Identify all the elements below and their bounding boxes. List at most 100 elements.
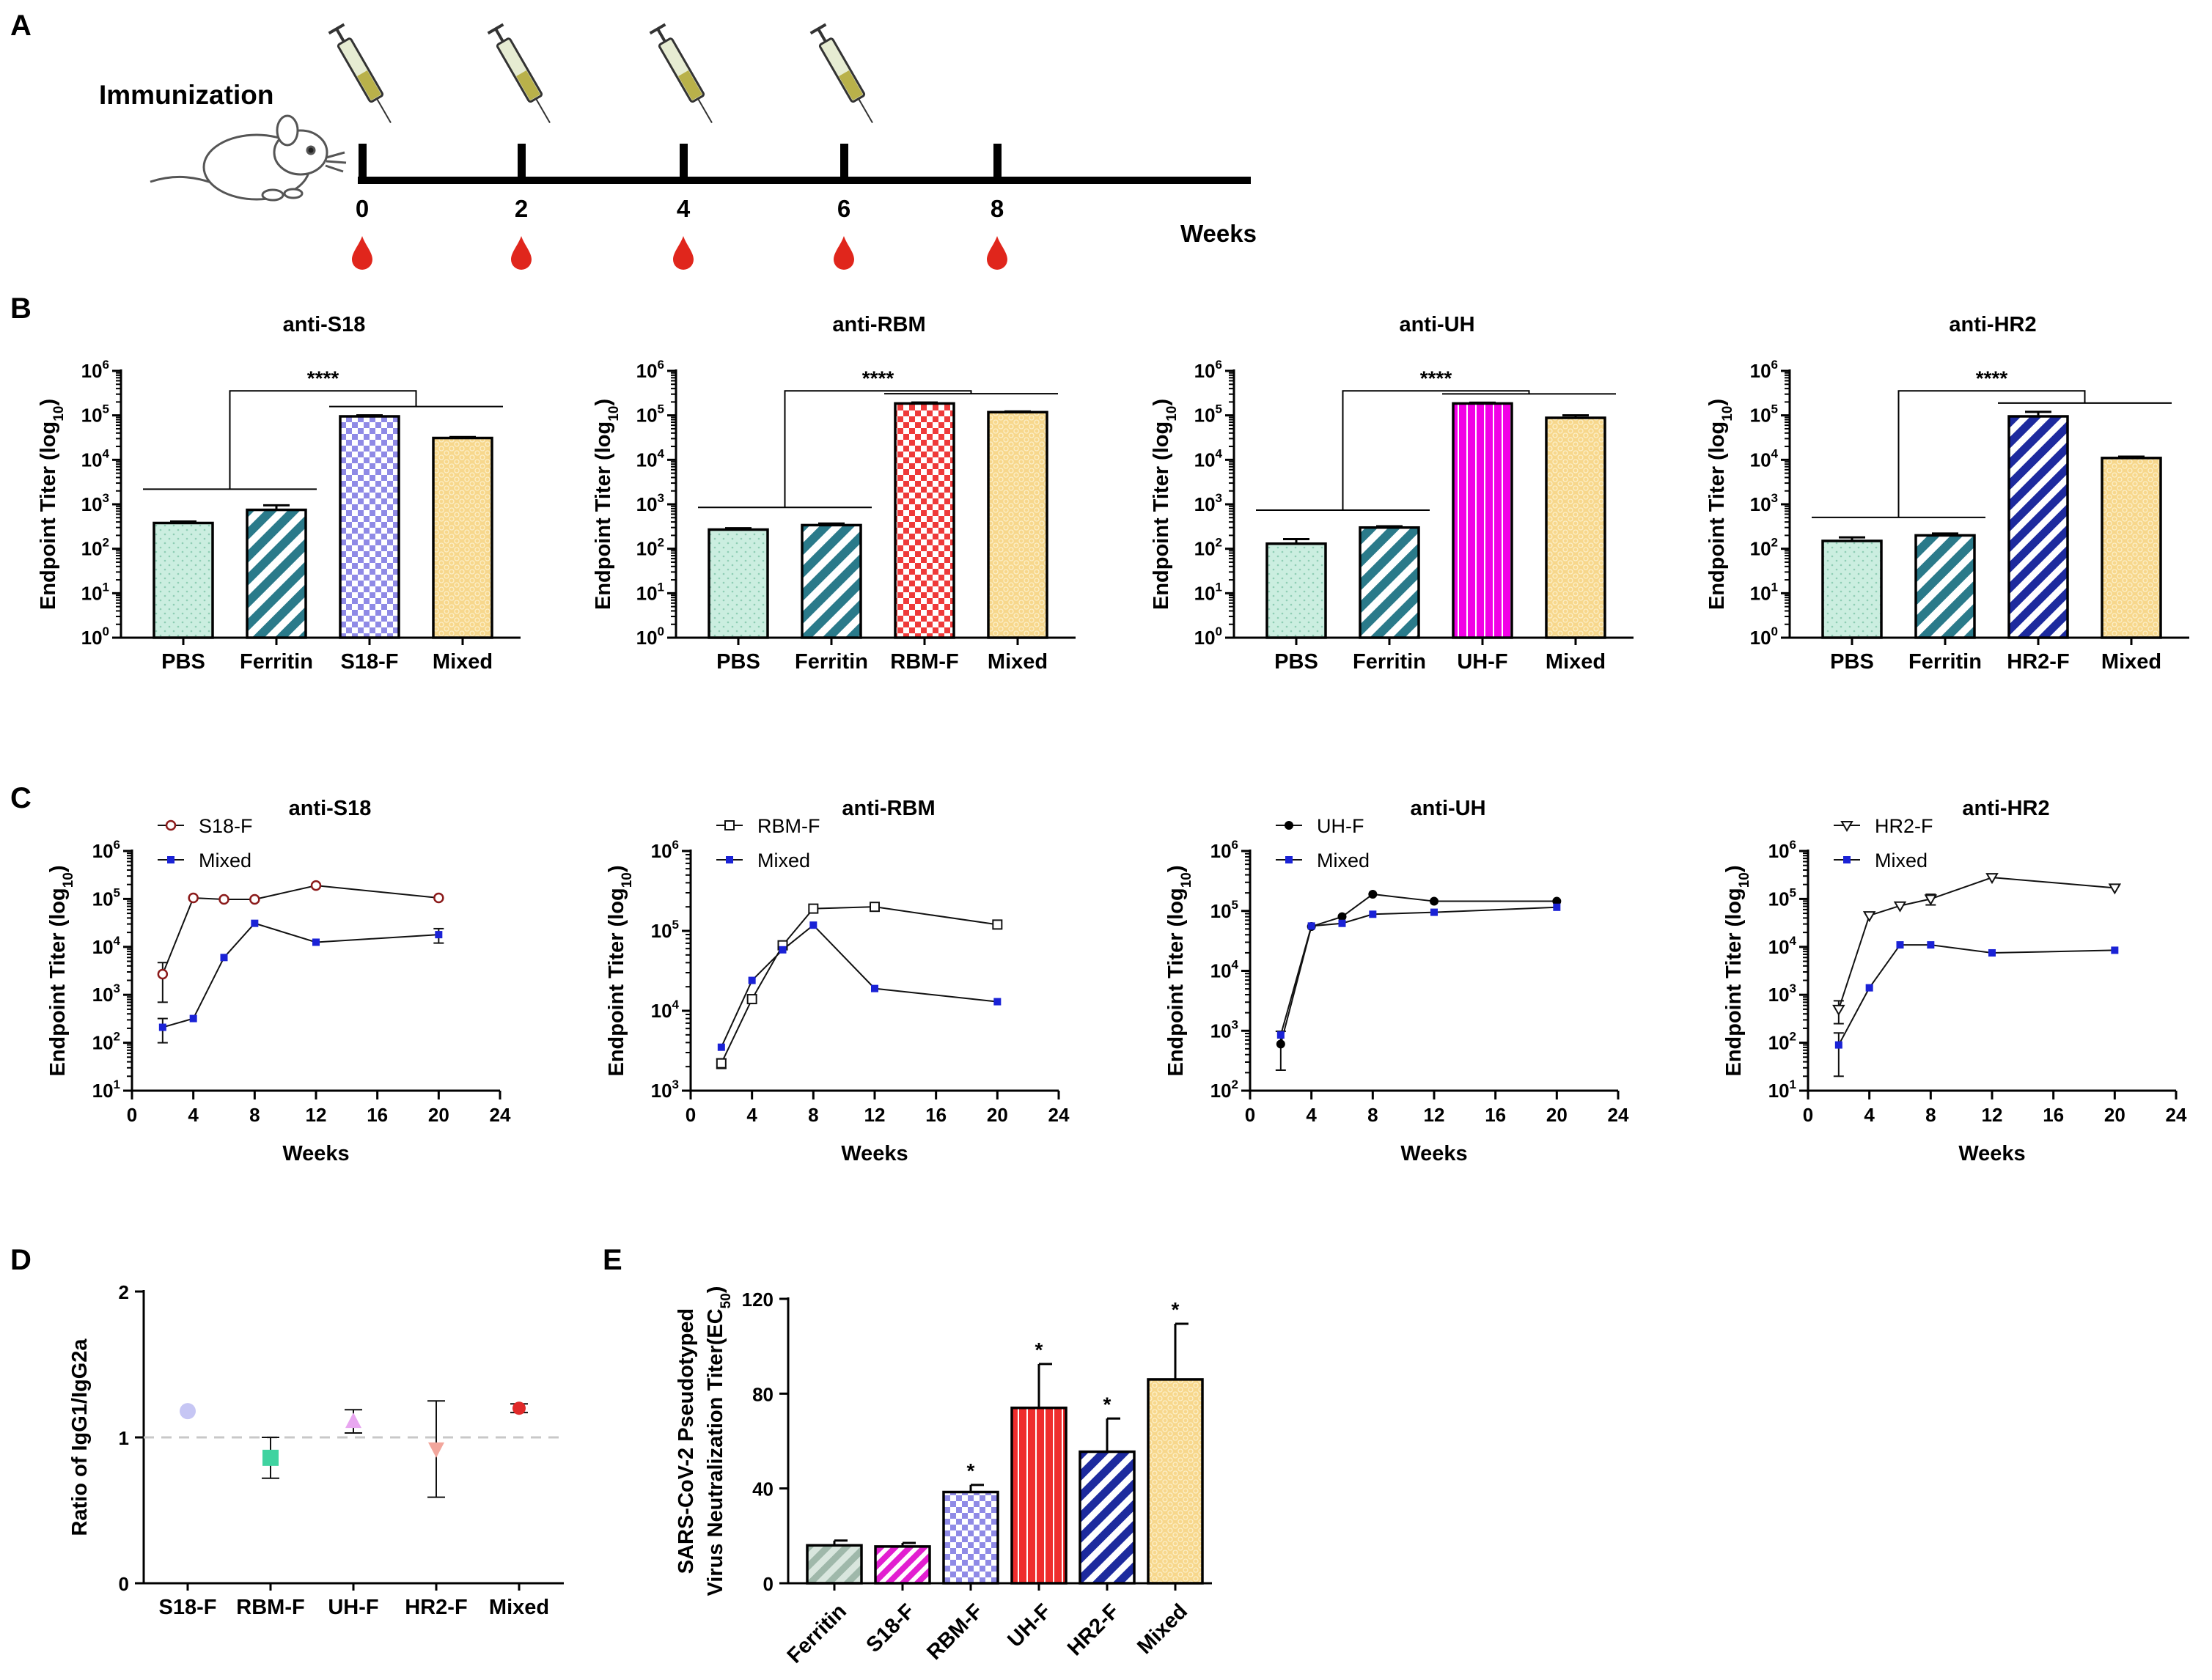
y-tick-label: 103 [81, 491, 109, 515]
x-tick-label: 20 [987, 1104, 1008, 1126]
data-point-UH-F [1337, 912, 1347, 921]
y-tick-exponent: 3 [672, 1077, 679, 1091]
y-tick-base: 10 [1768, 936, 1790, 958]
timeline-label: 2 [515, 195, 528, 222]
legend-label: UH-F [1317, 815, 1364, 837]
y-tick-label: 102 [1768, 1030, 1796, 1054]
x-tick-label: 8 [1367, 1104, 1378, 1126]
y-tick-label: 120 [742, 1289, 774, 1311]
chart-title: anti-UH [1399, 313, 1474, 336]
bar-RBM-F [894, 402, 955, 639]
x-tick-label: Ferritin [783, 1599, 851, 1668]
y-axis-label-line2: Virus Neutralization Titer(EC50) [704, 1286, 734, 1596]
y-axis-label-sub: 10 [606, 406, 622, 421]
syringe-plunger-cap [328, 23, 345, 35]
x-tick-label: Ferritin [240, 650, 313, 674]
immunization-label: Immunization [99, 80, 273, 110]
legend-label: Mixed [757, 850, 810, 872]
y-tick-base: 10 [1194, 582, 1216, 604]
x-tick-label: UH-F [328, 1596, 378, 1619]
y-axis-label-main: Endpoint Titer (log [605, 888, 628, 1076]
series-line-UH-F [1279, 893, 1557, 1045]
y-axis-label: Endpoint Titer (log10) [37, 399, 67, 610]
y-tick-base: 10 [1750, 627, 1771, 649]
legend-marker [1843, 856, 1851, 863]
y-tick-label: 2 [119, 1281, 129, 1303]
sig-bracket-top [784, 390, 972, 508]
x-tick-label: Mixed [433, 650, 493, 674]
y-tick-base: 10 [636, 449, 658, 471]
y-tick-label: 104 [636, 446, 665, 471]
x-tick-label: RBM-F [922, 1599, 988, 1665]
y-tick-exponent: 1 [1216, 580, 1222, 594]
y-tick-label: 106 [1750, 358, 1778, 382]
y-tick-exponent: 6 [1790, 838, 1796, 852]
y-tick-label: 100 [1194, 625, 1222, 649]
syringe-plunger [335, 28, 345, 43]
y-tick-exponent: 6 [114, 838, 120, 852]
y-tick-label: 102 [1210, 1077, 1238, 1102]
series-line-Mixed [720, 924, 998, 1048]
x-tick-label: 24 [490, 1104, 511, 1126]
y-tick-base: 10 [92, 1032, 114, 1054]
y-tick-label: 1 [119, 1427, 129, 1449]
y-tick-base: 10 [81, 360, 103, 382]
y-tick-exponent: 6 [672, 838, 679, 852]
y-axis-label-end: ) [592, 399, 615, 406]
bar-Ferritin [1359, 526, 1420, 639]
timeline-label: 8 [991, 195, 1004, 222]
y-tick-exponent: 2 [1771, 536, 1778, 550]
y-tick-label: 105 [636, 402, 664, 427]
y-tick-base: 10 [92, 888, 114, 910]
y-tick-base: 10 [1768, 1032, 1790, 1054]
y-tick-exponent: 3 [1232, 1017, 1238, 1031]
chart-title: anti-S18 [289, 797, 372, 820]
y-axis-label: Endpoint Titer (log10) [1150, 399, 1180, 610]
y-tick-exponent: 5 [1771, 402, 1778, 416]
chart-title: anti-RBM [842, 797, 935, 820]
y-tick-label: 106 [1210, 838, 1238, 862]
x-tick-label: Mixed [489, 1596, 549, 1619]
bar-chart-neutralization: 0 40 80 120 Ferritin S18-F * RBM-F * UH-F * HR2-F * M… [675, 1286, 1212, 1668]
y-tick-label: 105 [1210, 898, 1238, 922]
x-tick-label: 12 [306, 1104, 327, 1126]
data-point-S18-F [433, 892, 444, 904]
y-tick-exponent: 6 [658, 358, 664, 372]
data-point-S18-F [157, 968, 169, 980]
y-tick-label: 105 [651, 918, 679, 942]
y-tick-exponent: 3 [1216, 491, 1222, 505]
y-tick-exponent: 1 [1771, 580, 1778, 594]
panel-a-schedule: A Immunization 0 2 4 6 8 Weeks [10, 10, 1257, 270]
y-axis-label-end: ) [1150, 399, 1173, 406]
y-tick-base: 10 [1750, 538, 1771, 560]
x-tick-label: UH-F [1457, 650, 1507, 674]
y-tick-exponent: 4 [1232, 958, 1239, 972]
y-tick-exponent: 1 [1790, 1077, 1796, 1091]
legend-label: Mixed [1875, 850, 1928, 872]
y-tick-base: 10 [92, 984, 114, 1006]
y-axis-label: Endpoint Titer (log10) [1705, 399, 1735, 610]
syringe-needle [376, 98, 392, 124]
y-axis-label-line1: SARS-CoV-2 Pseudotyped [675, 1308, 698, 1574]
y-tick-base: 10 [636, 360, 658, 382]
legend-marker [1840, 821, 1853, 832]
blood-drop-icon [511, 236, 532, 270]
significance-label: **** [1976, 366, 2008, 389]
y-tick-label: 104 [651, 998, 680, 1022]
bar-RBM-F [942, 1490, 999, 1585]
timeline-label: 6 [837, 195, 850, 222]
y-tick-exponent: 6 [103, 358, 109, 372]
x-tick-label: S18-F [159, 1596, 217, 1619]
y-tick-base: 10 [1194, 493, 1216, 515]
y-tick-exponent: 4 [1771, 446, 1779, 460]
series-line-S18-F [161, 885, 439, 975]
y-tick-label: 105 [1750, 402, 1778, 427]
x-tick-label: 4 [746, 1104, 757, 1126]
y-tick-base: 10 [92, 936, 114, 958]
x-tick-label: Ferritin [795, 650, 868, 674]
bar-PBS [708, 528, 769, 639]
y-tick-base: 10 [81, 405, 103, 427]
y-axis-label-main: Endpoint Titer (log [1722, 888, 1746, 1076]
